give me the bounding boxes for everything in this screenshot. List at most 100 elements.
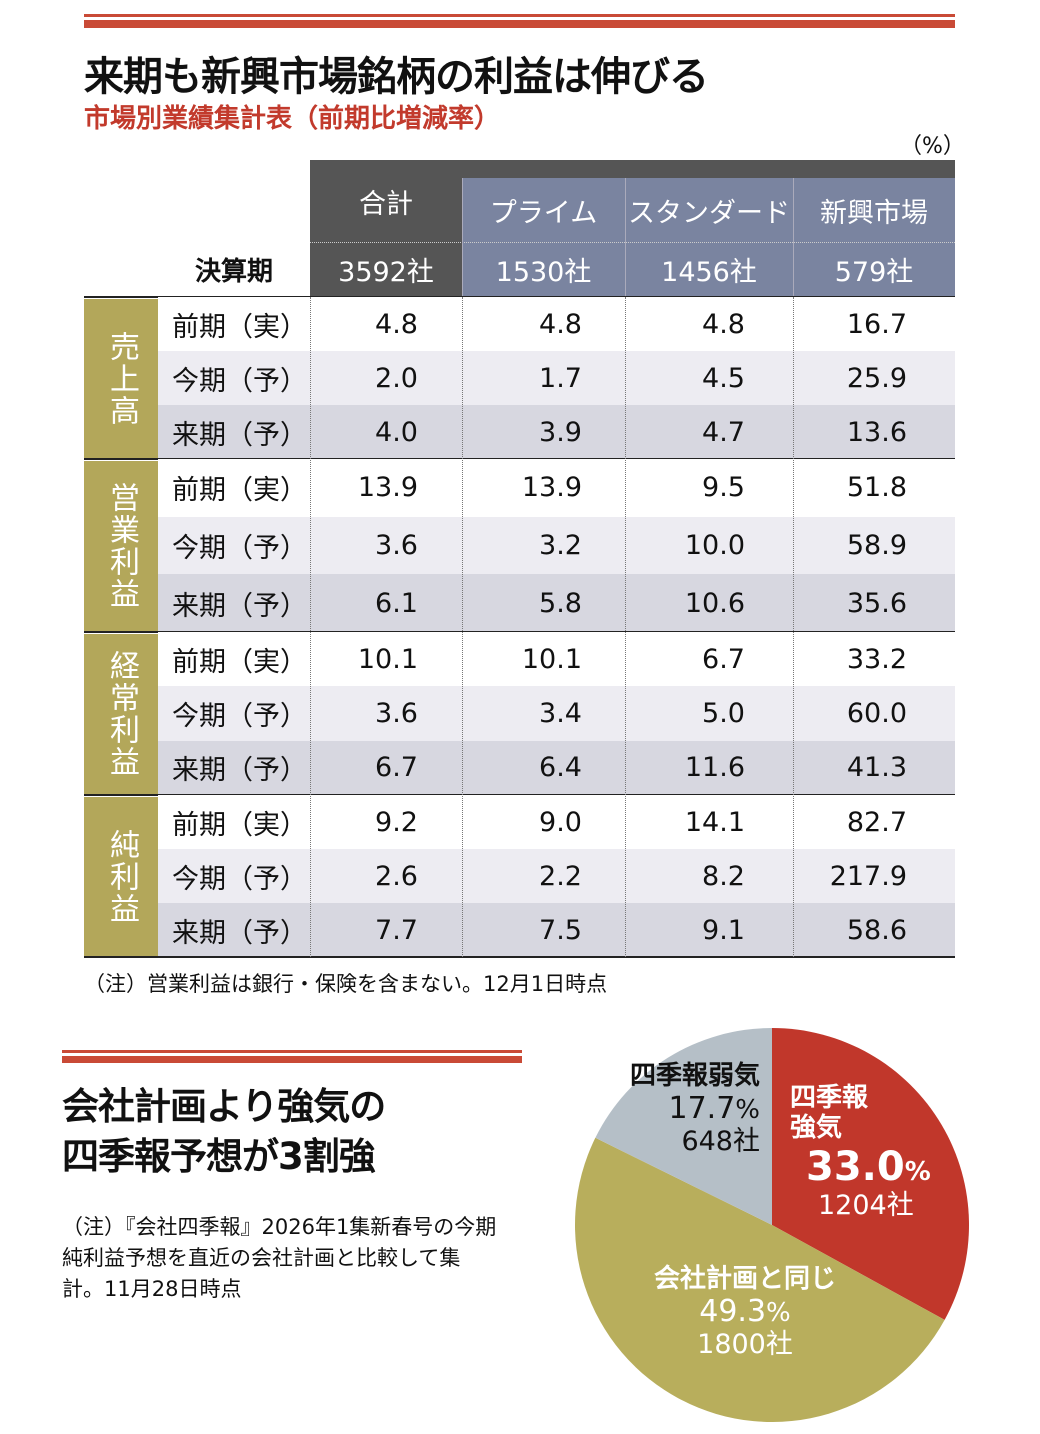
table-row-bg xyxy=(158,351,955,405)
column-header-4: 新興市場 xyxy=(820,197,928,229)
table-cell-value: 3.2 xyxy=(539,529,582,561)
section2-note: （注）『会社四季報』2026年1集新春号の今期純利益予想を直近の会社計画と比較し… xyxy=(62,1215,497,1301)
column-header-3: スタンダード xyxy=(628,197,790,229)
pie-label-2: 会社計画と同じ 49.3% 1800社 xyxy=(640,1264,850,1361)
table-cell-value: 13.9 xyxy=(521,472,582,504)
row-period-label: 今期（予） xyxy=(172,863,307,895)
table-cell-value: 3.6 xyxy=(375,697,418,729)
header-bg-markets xyxy=(462,178,955,297)
table-cell-value: 2.0 xyxy=(375,362,418,394)
table-row-bg xyxy=(158,459,955,517)
pie-slice-count: 1204社 xyxy=(818,1189,914,1221)
table-cell-value: 13.6 xyxy=(846,416,907,448)
table-cell-value: 7.7 xyxy=(375,914,418,946)
column-divider-dotted xyxy=(793,297,794,957)
row-period-label: 前期（実） xyxy=(172,646,307,678)
group-label-box: 純利益 xyxy=(84,797,158,956)
table-cell-value: 5.0 xyxy=(702,697,745,729)
column-header-2: プライム xyxy=(489,197,598,229)
table-cell-value: 13.9 xyxy=(357,472,418,504)
table-cell-value: 58.6 xyxy=(846,914,907,946)
pie-percent-sign: % xyxy=(735,1094,760,1125)
row-period-label: 今期（予） xyxy=(172,532,307,564)
table-cell-value: 4.0 xyxy=(375,416,418,448)
table-row-bg xyxy=(158,795,955,849)
column-divider-dotted xyxy=(310,297,311,957)
table-cell-value: 60.0 xyxy=(846,697,907,729)
pie-percent-value: 17.7 xyxy=(668,1090,736,1126)
table-row-bg xyxy=(158,574,955,632)
table-cell-value: 6.7 xyxy=(375,752,418,784)
table-row-bg xyxy=(158,297,955,351)
section2-rule-thin xyxy=(62,1050,522,1053)
row-period-label: 前期（実） xyxy=(172,809,307,841)
table-cell-value: 2.6 xyxy=(375,860,418,892)
row-period-label: 前期（実） xyxy=(172,311,307,343)
table-cell-value: 41.3 xyxy=(846,752,907,784)
header-divider-dotted xyxy=(310,242,955,243)
table-cell-value: 82.7 xyxy=(846,806,907,838)
header-column-divider xyxy=(462,178,463,297)
table-cell-value: 51.8 xyxy=(846,472,907,504)
table-cell-value: 9.2 xyxy=(375,806,418,838)
pie-label-1: 四季報強気 33.0% 1204社 xyxy=(790,1083,931,1221)
pie-slice-label: 四季報強気 xyxy=(790,1083,869,1143)
row-period-label: 来期（予） xyxy=(172,590,307,622)
group-label: 売上高 xyxy=(104,330,139,427)
section2-rule-thick xyxy=(62,1056,522,1063)
pie-slice-3 xyxy=(595,1028,772,1225)
column-count-4: 579社 xyxy=(834,257,914,288)
table-bottom-border xyxy=(84,956,955,958)
table-cell-value: 7.5 xyxy=(539,914,582,946)
table-cell-value: 8.2 xyxy=(702,860,745,892)
group-label-box: 経常利益 xyxy=(84,634,158,794)
column-count-1: 3592社 xyxy=(338,257,434,288)
table-row-bg xyxy=(158,686,955,741)
table-note: （注）営業利益は銀行・保険を含まない。12月1日時点 xyxy=(84,972,608,996)
table-row-bg xyxy=(158,740,955,795)
period-header: 決算期 xyxy=(194,257,273,287)
header-bg-dark-strip xyxy=(462,160,955,178)
column-count-3: 1456社 xyxy=(661,257,757,288)
table-cell-value: 6.7 xyxy=(702,643,745,675)
table-row-bg xyxy=(158,632,955,687)
table-row-bg xyxy=(158,849,955,903)
pie-slice-percent: 17.7% xyxy=(610,1090,760,1127)
unit-label: （%） xyxy=(900,134,965,159)
header-column-divider xyxy=(793,178,794,297)
table-cell-value: 4.7 xyxy=(702,416,745,448)
table-row-bg xyxy=(158,516,955,575)
table-cell-value: 4.5 xyxy=(702,362,745,394)
pie-percent-sign: % xyxy=(766,1297,791,1328)
pie-slice-label: 四季報弱気 xyxy=(629,1061,760,1091)
table-cell-value: 9.5 xyxy=(702,472,745,504)
pie-slice-label: 会社計画と同じ xyxy=(653,1264,836,1294)
pie-slice-percent: 33.0% xyxy=(806,1144,931,1190)
pie-percent-value: 33.0 xyxy=(806,1143,905,1190)
table-cell-value: 10.0 xyxy=(684,529,745,561)
table-cell-value: 3.6 xyxy=(375,529,418,561)
header-column-divider xyxy=(625,178,626,297)
section2-title-line2: 四季報予想が3割強 xyxy=(62,1135,376,1178)
row-period-label: 来期（予） xyxy=(172,419,307,451)
column-divider-dotted xyxy=(462,297,463,957)
group-label-box: 売上高 xyxy=(84,299,158,458)
table-cell-value: 3.4 xyxy=(539,697,582,729)
page-title: 来期も新興市場銘柄の利益は伸びる xyxy=(84,54,709,100)
top-rule-thick xyxy=(84,20,955,28)
top-rule-thin xyxy=(84,14,955,17)
pie-slice-count: 1800社 xyxy=(697,1329,793,1361)
table-cell-value: 10.6 xyxy=(684,587,745,619)
table-cell-value: 6.1 xyxy=(375,587,418,619)
table-cell-value: 1.7 xyxy=(539,362,582,394)
table-cell-value: 3.9 xyxy=(539,416,582,448)
row-period-label: 来期（予） xyxy=(172,755,307,787)
table-cell-value: 35.6 xyxy=(846,587,907,619)
pie-slice-count: 648社 xyxy=(681,1126,760,1158)
column-header-1: 合計 xyxy=(359,188,413,220)
group-label-box: 営業利益 xyxy=(84,461,158,631)
row-period-label: 今期（予） xyxy=(172,700,307,732)
pie-percent-sign: % xyxy=(904,1156,931,1187)
table-cell-value: 33.2 xyxy=(846,643,907,675)
row-period-label: 来期（予） xyxy=(172,917,307,949)
